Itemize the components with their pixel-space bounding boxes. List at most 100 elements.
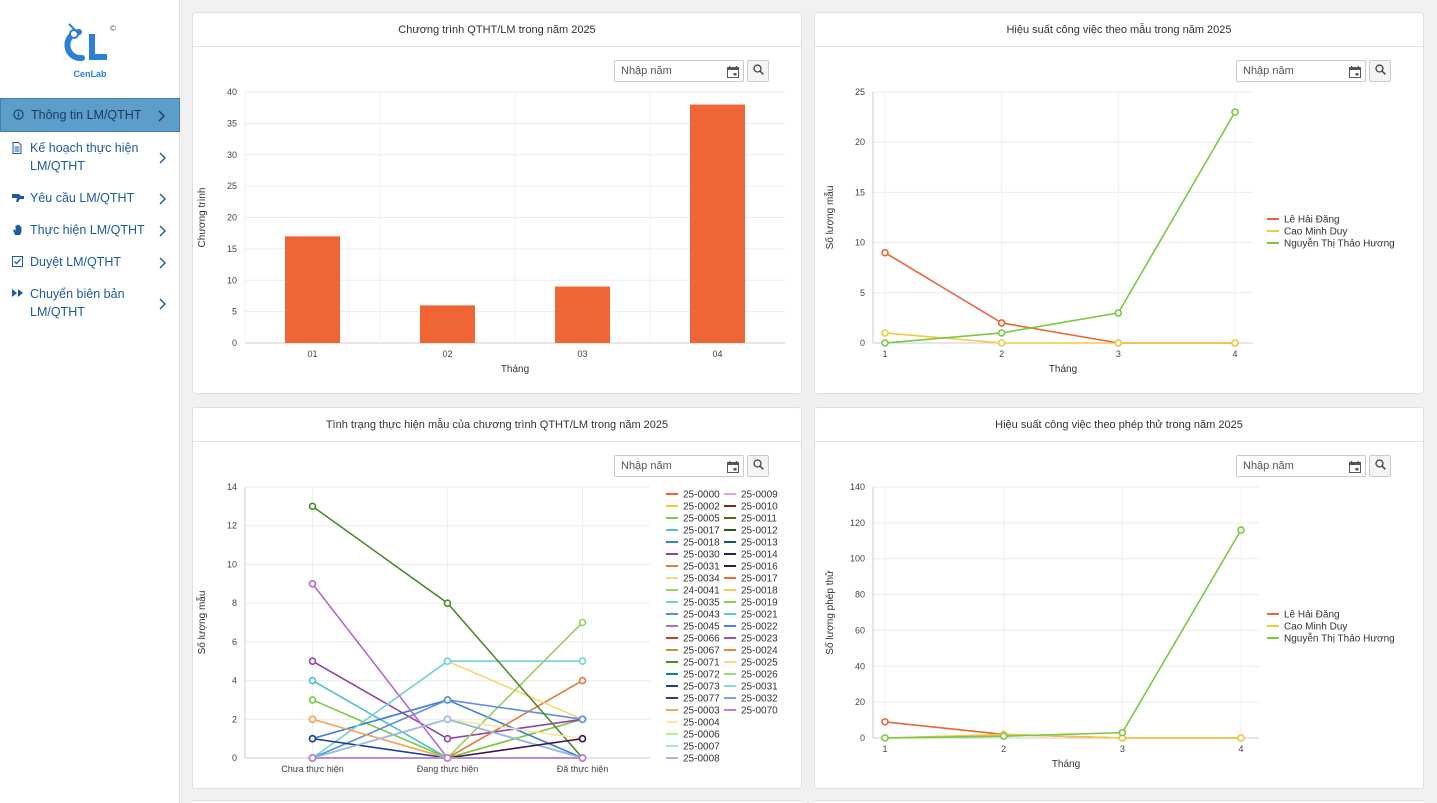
logo-copyright: © <box>110 24 116 33</box>
sidebar-item-ke-hoach[interactable]: Kế hoạch thực hiện LM/QTHT <box>0 132 180 182</box>
year-input[interactable]: Nhập năm <box>614 60 744 82</box>
year-filter: Nhập năm <box>614 455 769 477</box>
data-point <box>308 696 317 704</box>
x-tick-label: 3 <box>1120 744 1125 754</box>
panel-title: Hiệu suất công việc theo phép thử trong … <box>815 408 1423 442</box>
sidebar-item-thuc-hien[interactable]: Thực hiện LM/QTHT <box>0 214 180 246</box>
data-point <box>578 618 587 627</box>
year-filter: Nhập năm <box>1236 60 1391 82</box>
legend-label: Cao Minh Duy <box>1284 622 1347 633</box>
data-point <box>443 754 452 762</box>
y-tick-label: 15 <box>227 244 237 254</box>
chevron-right-icon <box>159 256 166 274</box>
legend-label: 25-0024 <box>741 646 778 657</box>
legend-label: 25-0026 <box>741 670 778 681</box>
y-tick-label: 20 <box>227 213 237 223</box>
x-tick-label: 1 <box>882 744 887 754</box>
y-tick-label: 14 <box>227 482 237 492</box>
sidebar-item-label: Thực hiện LM/QTHT <box>30 223 145 237</box>
legend-label: Nguyễn Thị Thảo Hương <box>1284 632 1395 645</box>
legend-label: 25-0018 <box>741 586 778 597</box>
sidebar-item-label: Yêu cầu LM/QTHT <box>30 191 135 205</box>
legend-label: Cao Minh Duy <box>1284 227 1347 238</box>
legend-label: 25-0043 <box>683 610 720 621</box>
legend-label: 25-0008 <box>683 754 720 765</box>
legend-label: 25-0045 <box>683 622 720 633</box>
calendar-icon[interactable] <box>727 65 739 85</box>
calendar-icon[interactable] <box>1349 460 1361 480</box>
x-tick-label: 2 <box>999 349 1004 359</box>
data-point <box>1237 734 1245 742</box>
search-button[interactable] <box>1369 455 1391 477</box>
data-point <box>443 734 452 743</box>
search-icon <box>1374 62 1386 80</box>
search-icon <box>752 457 764 475</box>
legend-label: 25-0030 <box>683 550 720 561</box>
sidebar-item-yeu-cau[interactable]: Yêu cầu LM/QTHT <box>0 182 180 214</box>
cenlab-logo[interactable]: © CenLab <box>55 18 125 82</box>
data-point <box>881 329 889 337</box>
sidebar-item-label: Duyệt LM/QTHT <box>30 255 121 269</box>
legend-label: 25-0066 <box>683 634 720 645</box>
sidebar-item-duyet[interactable]: Duyệt LM/QTHT <box>0 246 180 278</box>
sample-performance-panel: Hiệu suất công việc theo mẫu trong năm 2… <box>814 12 1424 394</box>
legend-label: 25-0077 <box>683 694 720 705</box>
sidebar-item-label: Kế hoạch thực hiện LM/QTHT <box>30 141 139 173</box>
logo-mark <box>64 23 107 62</box>
legend-label: 25-0009 <box>741 490 778 501</box>
year-input[interactable]: Nhập năm <box>1236 455 1366 477</box>
sidebar-item-thong-tin[interactable]: Thông tin LM/QTHT <box>0 98 180 132</box>
x-tick-label: 03 <box>577 349 587 359</box>
legend-label: 25-0067 <box>683 646 720 657</box>
y-tick-label: 20 <box>855 137 865 147</box>
data-point <box>1231 339 1239 347</box>
sample-performance-line-chart: 0 5 10 15 20 25 Số lượng mẫu Tháng 1 2 3 4 Lê Hải Đă… <box>823 87 1395 375</box>
legend-label: 25-0025 <box>741 658 778 669</box>
data-point <box>308 715 317 724</box>
x-tick-label: 4 <box>1238 744 1243 754</box>
info-icon <box>13 109 31 120</box>
data-point <box>999 732 1008 741</box>
data-point <box>997 319 1006 327</box>
legend-label: 25-0007 <box>683 742 720 753</box>
search-button[interactable] <box>1369 60 1391 82</box>
y-tick-label: 25 <box>855 87 865 97</box>
data-point <box>1114 309 1123 317</box>
chevron-right-icon <box>159 151 166 169</box>
year-input[interactable]: Nhập năm <box>614 455 744 477</box>
y-tick-label: 10 <box>227 559 237 569</box>
y-tick-label: 0 <box>232 753 237 763</box>
y-tick-label: 2 <box>232 714 237 724</box>
year-input-placeholder: Nhập năm <box>621 65 672 77</box>
legend-label: 25-0013 <box>741 538 778 549</box>
search-button[interactable] <box>747 60 769 82</box>
data-point <box>578 734 587 743</box>
year-input-placeholder: Nhập năm <box>1243 65 1294 77</box>
data-point <box>443 696 452 704</box>
x-tick-label: 2 <box>1001 744 1006 754</box>
legend-label: 25-0003 <box>683 706 720 717</box>
x-tick-label: 4 <box>1232 349 1237 359</box>
legend-label: Nguyễn Thị Thảo Hương <box>1284 237 1395 250</box>
y-tick-label: 5 <box>860 288 865 298</box>
x-tick-label: Chưa thực hiện <box>281 764 344 774</box>
y-tick-label: 60 <box>855 625 865 635</box>
y-tick-label: 15 <box>855 187 865 197</box>
year-input[interactable]: Nhập năm <box>1236 60 1366 82</box>
calendar-icon[interactable] <box>727 460 739 480</box>
y-tick-label: 8 <box>232 598 237 608</box>
data-point <box>881 734 889 742</box>
search-button[interactable] <box>747 455 769 477</box>
sidebar-item-chuyen-bien-ban[interactable]: Chuyển biên bản LM/QTHT <box>0 278 180 328</box>
logo-text: CenLab <box>73 69 107 79</box>
y-tick-label: 40 <box>855 661 865 671</box>
y-tick-label: 10 <box>855 238 865 248</box>
search-icon <box>752 62 764 80</box>
calendar-icon[interactable] <box>1349 65 1361 85</box>
legend-label: 25-0002 <box>683 502 720 513</box>
request-hand-icon <box>12 192 30 203</box>
series-line-Nguyễn Thị Thảo Hương <box>884 111 1236 344</box>
data-point <box>881 248 889 257</box>
legend-label: 25-0022 <box>741 622 778 633</box>
legend-label: Lê Hải Đăng <box>1284 610 1340 621</box>
